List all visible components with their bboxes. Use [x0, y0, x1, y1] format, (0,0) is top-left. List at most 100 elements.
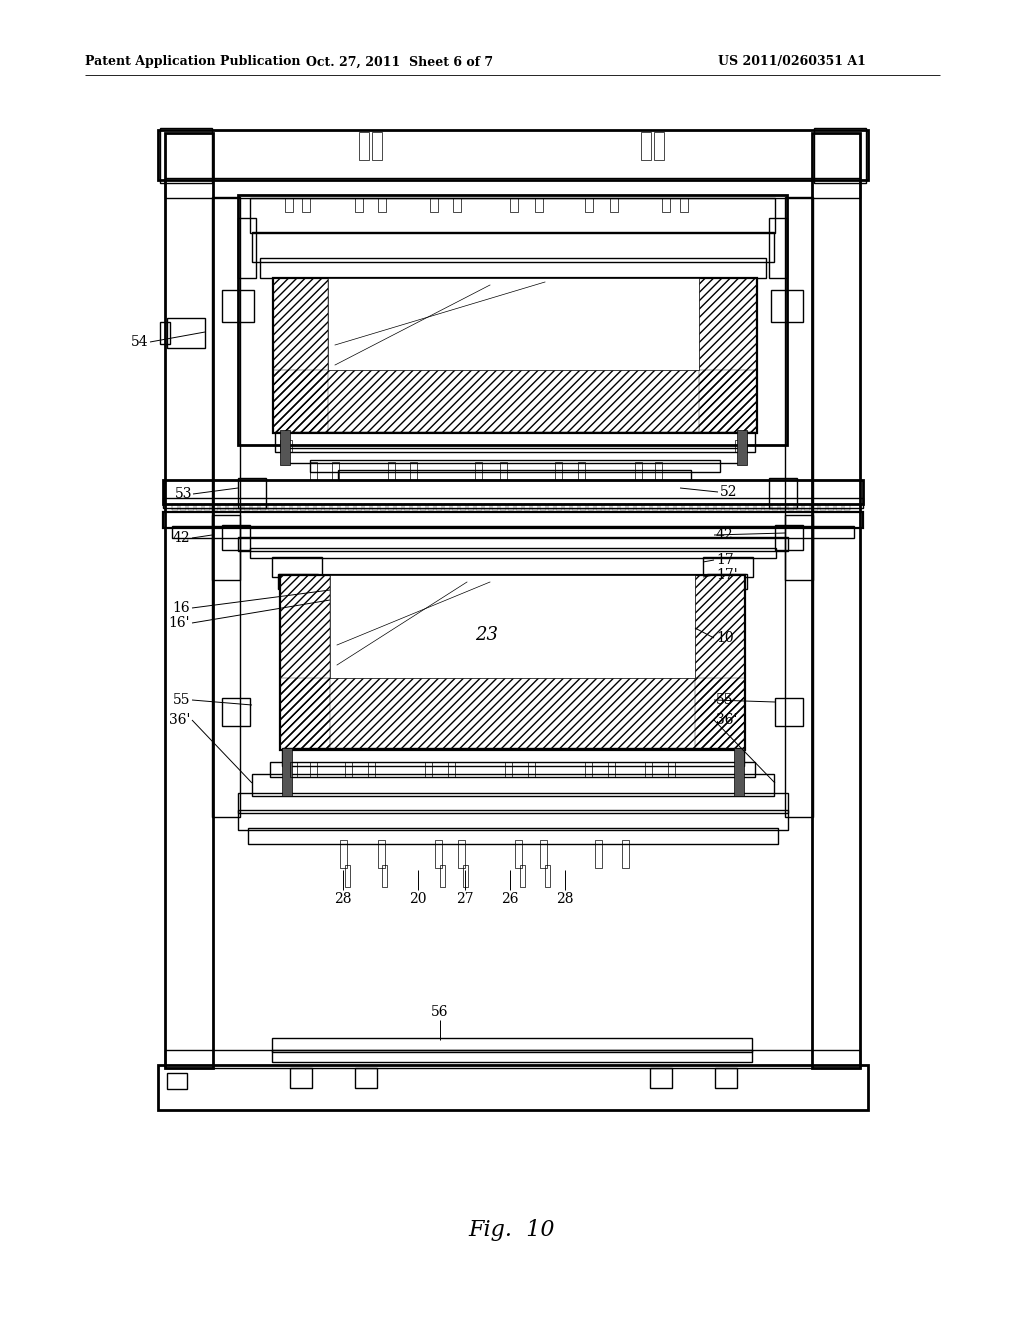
Bar: [280, 576, 330, 750]
Bar: [272, 1049, 752, 1063]
Bar: [252, 504, 258, 510]
Bar: [330, 576, 695, 678]
Bar: [695, 576, 745, 750]
Bar: [545, 865, 550, 887]
Bar: [355, 1068, 377, 1088]
Bar: [236, 504, 242, 510]
Bar: [163, 480, 863, 504]
Bar: [284, 504, 290, 510]
Text: 26: 26: [502, 892, 519, 906]
Bar: [475, 462, 482, 480]
Bar: [515, 840, 522, 869]
Bar: [641, 132, 651, 160]
Bar: [290, 762, 297, 777]
Text: 56: 56: [431, 1005, 449, 1019]
Bar: [290, 1068, 312, 1088]
Bar: [272, 1038, 752, 1052]
Bar: [684, 504, 690, 510]
Bar: [740, 504, 746, 510]
Bar: [769, 478, 797, 508]
Text: 36': 36': [716, 713, 737, 727]
Bar: [814, 128, 866, 183]
Text: 27: 27: [456, 892, 474, 906]
Bar: [172, 504, 178, 510]
Bar: [676, 504, 682, 510]
Bar: [388, 462, 395, 480]
Text: 17: 17: [716, 553, 734, 568]
Bar: [410, 462, 417, 480]
Bar: [660, 504, 666, 510]
Text: Fig.  10: Fig. 10: [469, 1218, 555, 1241]
Bar: [250, 548, 776, 558]
Bar: [836, 504, 842, 510]
Bar: [435, 840, 442, 869]
Bar: [654, 132, 664, 160]
Bar: [260, 257, 766, 279]
Bar: [378, 198, 386, 213]
Bar: [796, 504, 802, 510]
Bar: [244, 504, 250, 510]
Bar: [703, 557, 753, 577]
Bar: [737, 430, 746, 465]
Bar: [238, 195, 787, 445]
Bar: [572, 504, 578, 510]
Text: US 2011/0260351 A1: US 2011/0260351 A1: [718, 55, 866, 69]
Bar: [449, 762, 455, 777]
Bar: [732, 504, 738, 510]
Bar: [372, 132, 382, 160]
Bar: [812, 133, 860, 1068]
Bar: [359, 132, 369, 160]
Bar: [250, 198, 775, 234]
Bar: [812, 504, 818, 510]
Bar: [468, 504, 474, 510]
Text: 28: 28: [334, 892, 352, 906]
Bar: [273, 413, 757, 433]
Bar: [700, 504, 706, 510]
Bar: [771, 290, 803, 322]
Text: 16': 16': [169, 616, 190, 630]
Bar: [160, 322, 170, 345]
Bar: [222, 698, 250, 726]
Bar: [340, 840, 347, 869]
Bar: [645, 762, 652, 777]
Bar: [555, 462, 562, 480]
Bar: [238, 218, 256, 279]
Bar: [644, 504, 650, 510]
Bar: [458, 840, 465, 869]
Bar: [780, 504, 786, 510]
Bar: [668, 762, 675, 777]
Bar: [188, 504, 194, 510]
Bar: [300, 504, 306, 510]
Bar: [222, 525, 250, 550]
Bar: [260, 504, 266, 510]
Bar: [440, 865, 445, 887]
Bar: [280, 576, 745, 750]
Bar: [460, 504, 466, 510]
Bar: [404, 504, 410, 510]
Bar: [167, 1073, 187, 1089]
Bar: [228, 504, 234, 510]
Bar: [820, 504, 826, 510]
Bar: [788, 504, 794, 510]
Bar: [280, 729, 745, 750]
Bar: [380, 504, 386, 510]
Bar: [165, 133, 213, 1068]
Bar: [668, 504, 674, 510]
Bar: [328, 279, 699, 370]
Bar: [165, 1049, 860, 1068]
Bar: [500, 462, 507, 480]
Bar: [220, 504, 226, 510]
Bar: [248, 828, 778, 843]
Bar: [388, 504, 394, 510]
Bar: [699, 279, 757, 433]
Bar: [238, 793, 788, 813]
Bar: [628, 504, 634, 510]
Bar: [273, 279, 757, 433]
Bar: [272, 557, 322, 577]
Bar: [238, 478, 266, 508]
Bar: [636, 504, 642, 510]
Bar: [756, 504, 762, 510]
Bar: [532, 504, 538, 510]
Bar: [368, 762, 375, 777]
Bar: [332, 462, 339, 480]
